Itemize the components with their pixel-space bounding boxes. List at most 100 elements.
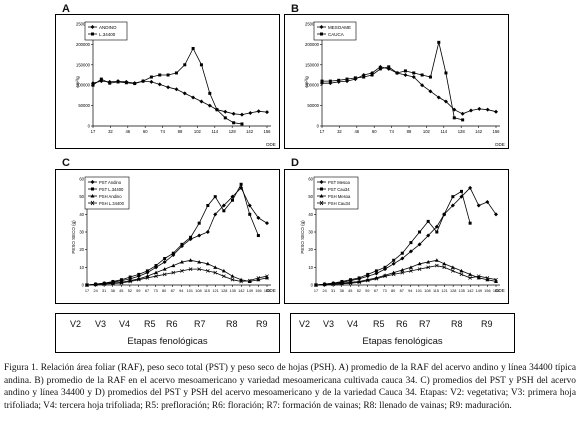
data-point — [141, 79, 145, 83]
y-axis-label: cm²/g — [75, 76, 80, 88]
data-point — [158, 73, 162, 77]
x-tick-label: 67 — [374, 289, 378, 293]
x-tick-label: 24 — [322, 289, 326, 293]
x-tick-label: 94 — [179, 289, 183, 293]
data-point — [247, 279, 252, 283]
y-tick-label: 100000 — [305, 83, 320, 88]
y-tick-label: 30 — [79, 230, 84, 235]
data-point — [435, 230, 439, 234]
x-tick-label: 74 — [389, 129, 394, 134]
data-point — [378, 67, 382, 71]
data-point — [420, 83, 425, 88]
data-point — [468, 221, 472, 225]
y-tick-label: 0 — [311, 283, 314, 288]
data-point — [468, 272, 473, 276]
x-axis-label: DDE — [495, 142, 505, 147]
x-tick-label: 45 — [119, 289, 123, 293]
x-tick-label: 128 — [229, 129, 237, 134]
data-point — [434, 258, 439, 262]
x-tick-label: 94 — [408, 289, 412, 293]
data-point — [417, 242, 422, 247]
panel-letter-c: C — [62, 157, 70, 169]
x-tick-label: 52 — [357, 289, 361, 293]
data-point — [477, 106, 482, 111]
data-point — [494, 212, 498, 217]
data-point — [408, 265, 413, 269]
stage-label: R5 — [144, 319, 156, 329]
data-point — [314, 283, 318, 287]
y-axis-label: cm²/g — [304, 76, 309, 88]
data-point — [400, 267, 405, 272]
x-tick-label: 156 — [493, 129, 501, 134]
stage-label: R7 — [194, 319, 206, 329]
data-point — [111, 281, 115, 286]
y-tick-label: 20 — [308, 247, 313, 252]
data-point — [231, 111, 236, 116]
data-point — [85, 283, 89, 287]
data-point — [426, 219, 430, 223]
x-tick-label: 115 — [433, 289, 439, 293]
legend-l34400: L.34400 — [99, 32, 116, 37]
x-tick-label: 73 — [382, 289, 386, 293]
data-point — [128, 275, 132, 279]
data-point — [232, 121, 236, 125]
data-point — [222, 209, 226, 213]
panel-letter-d: D — [291, 157, 299, 169]
data-point — [452, 116, 456, 120]
data-point — [476, 275, 481, 280]
legend-pst-l34400: PST L.34400 — [99, 187, 124, 192]
data-point — [239, 112, 244, 117]
data-point — [392, 258, 396, 262]
data-point — [99, 77, 103, 81]
x-tick-label: 114 — [440, 129, 447, 134]
y-tick-label: 30 — [308, 230, 313, 235]
data-point — [223, 116, 227, 120]
data-point — [403, 69, 407, 73]
data-point — [223, 109, 228, 114]
y-tick-label: 60 — [308, 177, 313, 182]
data-point — [494, 279, 498, 283]
stages-box-right: V2 V3 V4 R5 R6 R7 R8 R9 Etapas fenológic… — [290, 313, 515, 353]
data-point — [206, 204, 210, 207]
x-tick-label: 149 — [247, 289, 253, 293]
x-tick-label: 142 — [238, 289, 244, 293]
y-tick-label: 50000 — [78, 103, 90, 108]
data-point — [365, 274, 370, 279]
x-tick-label: 74 — [160, 129, 165, 134]
series-line-psh-andino — [86, 259, 268, 286]
stage-label: R7 — [419, 319, 431, 329]
data-point — [179, 260, 184, 264]
data-point — [374, 271, 379, 276]
x-tick-label: 80 — [162, 289, 166, 293]
data-point — [400, 256, 405, 261]
data-point — [357, 276, 361, 280]
y-tick-label: 60 — [79, 177, 84, 182]
stage-label: R9 — [256, 319, 268, 329]
data-point — [348, 281, 353, 286]
x-axis-label: DDE — [495, 288, 505, 293]
data-point — [468, 276, 472, 280]
data-point — [120, 278, 124, 282]
y-tick-label: 100000 — [76, 83, 91, 88]
x-tick-label: 88 — [178, 129, 183, 134]
data-point — [154, 270, 159, 275]
data-point — [476, 274, 481, 279]
data-point — [400, 251, 404, 255]
data-point — [434, 224, 439, 229]
legend-cauca: CAUCA — [328, 32, 344, 37]
chart-a: 0 50000 100000 150000 200000 250000 17 32 46 60 74… — [55, 14, 280, 149]
data-point — [494, 277, 498, 282]
x-tick-label: 46 — [354, 129, 359, 134]
data-point — [108, 81, 112, 85]
data-point — [256, 276, 261, 280]
x-tick-label: 52 — [128, 289, 132, 293]
data-point — [145, 276, 150, 280]
data-point — [485, 199, 490, 204]
data-point — [374, 276, 379, 281]
data-point — [436, 95, 441, 100]
data-point — [391, 272, 396, 277]
data-point — [265, 110, 269, 115]
data-point — [322, 282, 327, 287]
x-tick-label: 128 — [450, 289, 456, 293]
x-tick-label: 80 — [391, 289, 395, 293]
